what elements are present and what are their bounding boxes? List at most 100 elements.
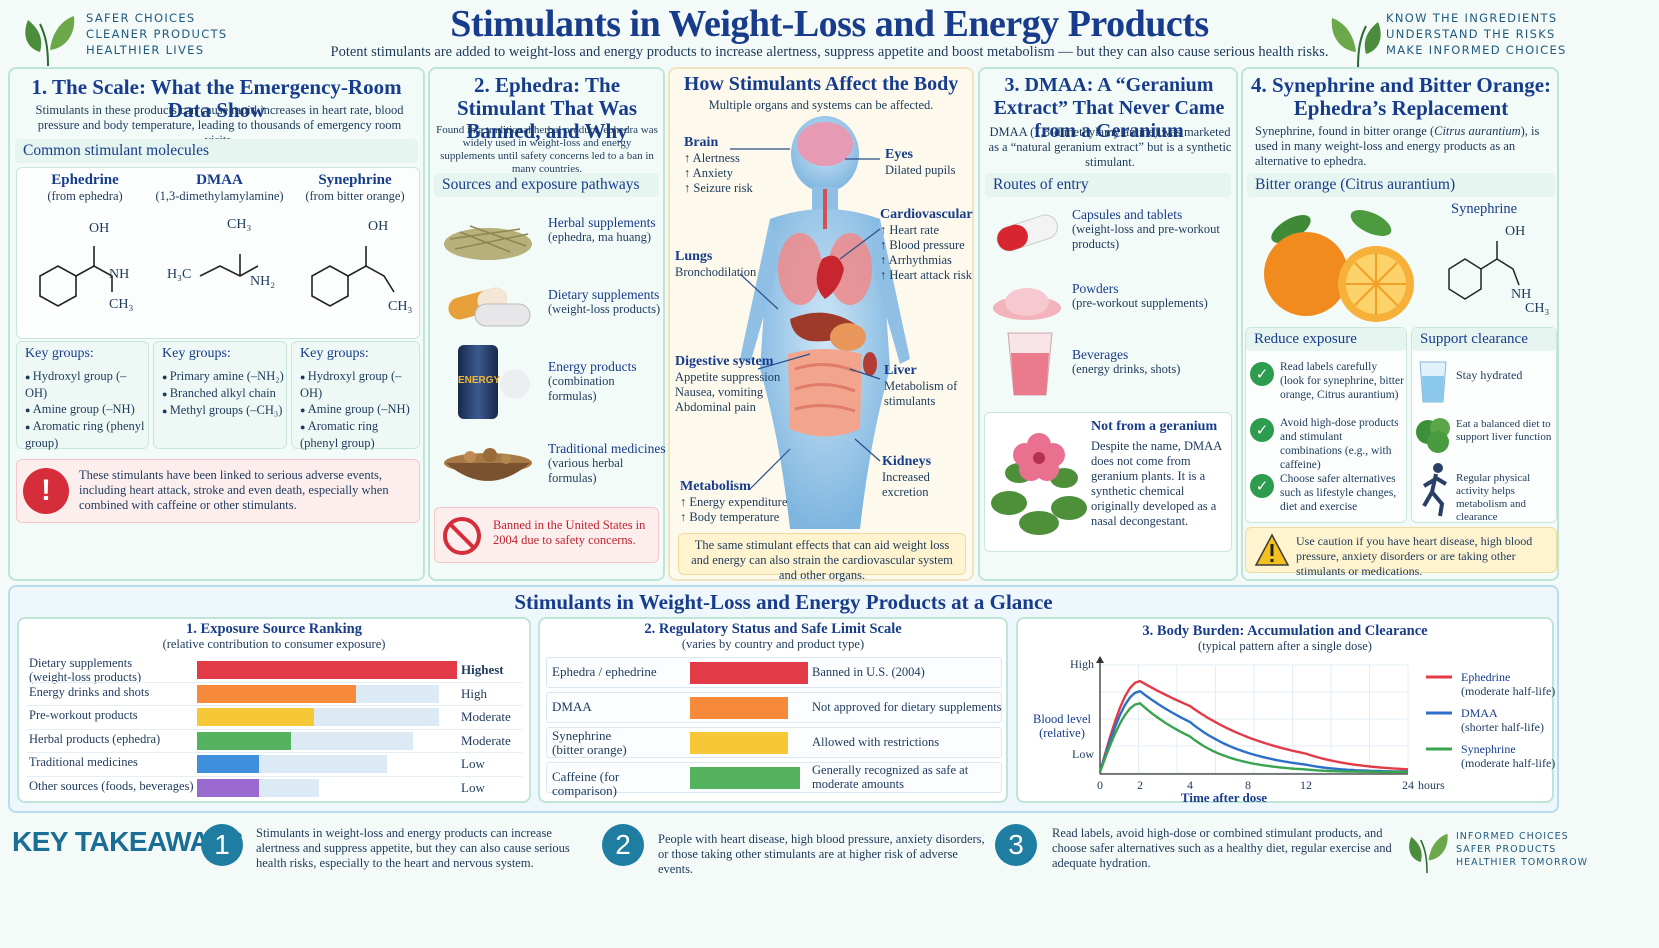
level-label: Low [461, 779, 485, 795]
atom-label: OH [89, 221, 110, 236]
row-divider [27, 752, 522, 753]
label-eyes: Eyes Dilated pupils [885, 147, 956, 177]
label-kidneys: Kidneys Increased excretion [882, 454, 932, 499]
chart-subtitle: (varies by country and product type) [681, 637, 865, 651]
x-tick-label: 0 [1097, 778, 1103, 792]
route-powders: Powders (pre-workout supplements) [1072, 281, 1208, 310]
row-label: Synephrine (bitter orange) [552, 728, 627, 757]
bar [197, 778, 260, 797]
capsule-icon [996, 214, 1058, 252]
page-subtitle: Potent stimulants are added to weight-lo… [330, 44, 1329, 60]
reduce-exposure-panel: Reduce exposure ✓ Read labels carefully … [1245, 327, 1407, 523]
right-tagline: KNOW THE INGREDIENTS UNDERSTAND THE RISKS… [1386, 11, 1567, 57]
support-item: Stay hydrated [1456, 368, 1523, 382]
ban-icon [443, 517, 481, 555]
section-body: How Stimulants Affect the Body Multiple … [668, 67, 974, 582]
row-label: DMAA [552, 699, 592, 714]
geranium-panel: Not from a geranium Despite the name, DM… [984, 412, 1232, 552]
reduce-item: Avoid high-dose products and stimulant c… [1280, 417, 1399, 471]
section-synephrine: 4. Synephrine and Bitter Orange: Ephedra… [1241, 67, 1559, 581]
row-label: Dietary supplements (weight-loss products… [29, 656, 142, 684]
level-label: Moderate [461, 709, 511, 724]
bar [197, 684, 356, 703]
row-label: Ephedra / ephedrine [552, 664, 657, 679]
pathway-herbal: Herbal supplements (ephedra, ma huang) [548, 215, 656, 244]
takeaway-3: Read labels, avoid high-dose or combined… [1052, 826, 1392, 870]
y-tick-label: Low [1072, 747, 1094, 761]
atom-label: NH₂ [250, 274, 276, 289]
section-dmaa: 3. DMAA: A “Geranium Extract” That Never… [978, 67, 1238, 581]
body-title: How Stimulants Affect the Body [683, 73, 959, 95]
level-label: Low [461, 756, 485, 771]
y-axis-label: Blood level [1033, 712, 1092, 726]
legend-label: DMAA [1461, 706, 1498, 720]
legend-note: (moderate half-life) [1461, 756, 1555, 770]
herbs-icon [444, 225, 532, 260]
x-tick-label: 24 [1402, 778, 1414, 792]
exposure-ranking-chart: 1. Exposure Source Ranking (relative con… [17, 617, 531, 803]
tablet-icon [500, 369, 530, 399]
molecule-ephedrine: Ephedrine (from ephedra) [47, 172, 123, 203]
row-label: Pre-workout products [29, 708, 138, 722]
pointer-lines [730, 148, 881, 490]
body-note: The same stimulant effects that can aid … [678, 533, 966, 582]
dmaa-structure-icon [199, 254, 259, 277]
energy-can-icon: ENERGY [458, 345, 500, 419]
takeaway-number: 3 [995, 824, 1037, 866]
series-line [1098, 679, 1409, 773]
chart-title: 2. Regulatory Status and Safe Limit Scal… [644, 621, 902, 637]
atom-label: OH [368, 219, 389, 234]
row-label: Other sources (foods, beverages) [29, 778, 194, 793]
status-text: Banned in U.S. (2004) [812, 665, 925, 679]
ephedrine-structure-icon [39, 246, 113, 307]
body-burden-chart: 3. Body Burden: Accumulation and Clearan… [1016, 617, 1555, 805]
support-clearance-panel: Support clearance Stay hydrated Eat a ba… [1411, 327, 1557, 523]
human-body-icon [740, 116, 910, 529]
atom-label: CH₃ [109, 297, 134, 312]
bar [197, 661, 457, 679]
atom-label: NH [1511, 287, 1532, 302]
molecule-synephrine: Synephrine (from bitter orange) [305, 172, 405, 203]
leaf-logo-icon [1331, 18, 1381, 69]
synephrine-molecule-icon [1448, 241, 1520, 300]
legend-note: (moderate half-life) [1461, 684, 1555, 698]
y-axis-label: (relative) [1039, 726, 1085, 740]
glance-section: Stimulants in Weight-Loss and Energy Pro… [8, 585, 1559, 813]
atom-label: CH₃ [1525, 301, 1550, 316]
row-label: Traditional medicines [29, 755, 138, 769]
route-beverages: Beverages (energy drinks, shots) [1072, 347, 1181, 376]
caution-notice: Use caution if you have heart disease, h… [1245, 527, 1557, 578]
page-title: Stimulants in Weight-Loss and Energy Pro… [450, 3, 1209, 45]
vegetables-icon [1416, 418, 1450, 453]
status-swatch [690, 662, 808, 684]
row-label: Energy drinks and shots [29, 684, 150, 699]
status-swatch [690, 732, 788, 754]
row-divider [27, 775, 522, 777]
support-heading: Support clearance [1412, 328, 1556, 351]
bar [197, 708, 314, 726]
section-title: 2. Ephedra: The Stimulant That Was Banne… [456, 73, 638, 143]
level-label: Moderate [461, 732, 511, 748]
footer-tagline: INFORMED CHOICES SAFER PRODUCTS HEALTHIER … [1456, 831, 1589, 868]
takeaway-1: Stimulants in weight-loss and energy pro… [256, 826, 570, 870]
status-text: Not approved for dietary supplements [812, 700, 1002, 714]
takeaway-number: 2 [602, 824, 644, 866]
atom-label: CH₃ [388, 299, 413, 314]
key-groups-synephrine: Key groups: Hydroxyl group (–OH)Amine gr… [291, 341, 420, 450]
bitter-orange-heading: Bitter orange (Citrus aurantium) [1247, 173, 1555, 197]
reduce-item: Read labels carefully (look for synephri… [1280, 361, 1404, 401]
pathway-traditional: Traditional medicines (various herbal for… [548, 441, 666, 485]
row-divider [27, 681, 522, 683]
check-icon: ✓ [1250, 474, 1274, 498]
legend-note: (shorter half-life) [1461, 720, 1544, 734]
atom-label: OH [1505, 224, 1526, 239]
y-axis-arrow [1096, 656, 1104, 663]
chart-title: 1. Exposure Source Ranking [186, 621, 362, 637]
leaf-logo-icon [25, 16, 75, 67]
atom-label: CH₃ [227, 217, 252, 232]
atom-label: NH [109, 267, 130, 282]
row-label: Caffeine (for comparison) [552, 769, 620, 798]
alert-icon: ! [23, 468, 69, 514]
section-title: 4. Synephrine and Bitter Orange: Ephedra… [1250, 73, 1552, 120]
takeaway-2: People with heart disease, high blood pr… [658, 832, 985, 876]
